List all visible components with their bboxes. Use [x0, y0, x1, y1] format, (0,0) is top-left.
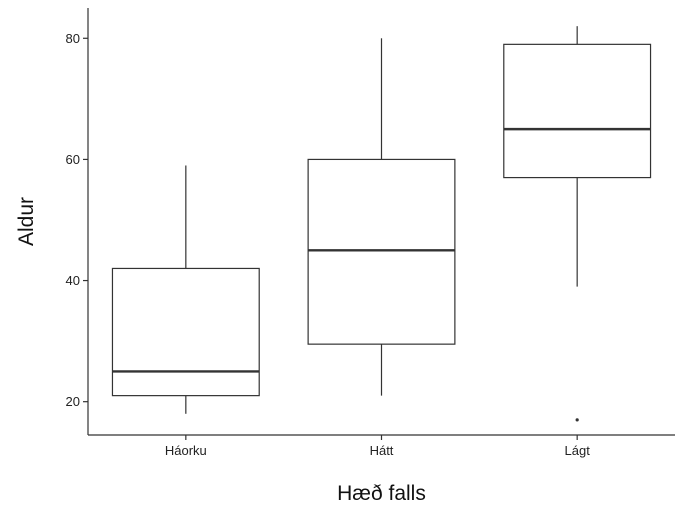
- y-axis-ticks: 20 40 60 80: [66, 31, 88, 409]
- box-2: [307, 38, 456, 396]
- x-tick-label: Háorku: [165, 443, 207, 458]
- y-axis-title: Aldur: [15, 197, 38, 246]
- box-body: [503, 43, 652, 179]
- y-tick-label: 60: [66, 152, 80, 167]
- box-1: [111, 165, 260, 414]
- box-3: [503, 26, 652, 422]
- y-tick-label: 80: [66, 31, 80, 46]
- plot-area: [111, 26, 652, 422]
- x-axis-ticks: Háorku Hátt Lágt: [165, 435, 590, 458]
- x-tick-label: Hátt: [370, 443, 394, 458]
- x-axis-title: Hæð falls: [337, 482, 426, 505]
- box-body: [307, 158, 456, 345]
- y-tick-label: 40: [66, 273, 80, 288]
- x-tick-label: Lágt: [565, 443, 591, 458]
- outlier-point: [575, 418, 579, 422]
- y-tick-label: 20: [66, 394, 80, 409]
- box-body: [111, 267, 260, 397]
